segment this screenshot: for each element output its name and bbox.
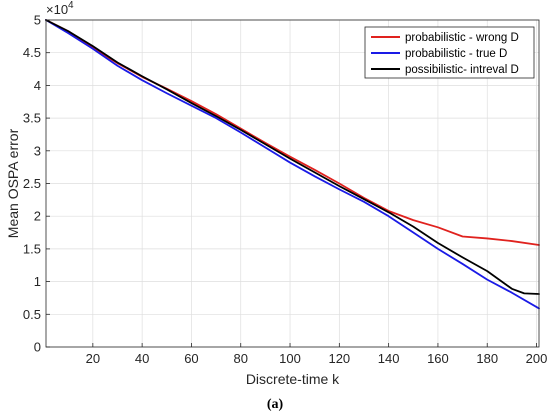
x-axis-label: Discrete-time k — [246, 371, 340, 387]
x-tick-label: 160 — [427, 351, 449, 366]
y-exponent-base: ×10 — [46, 2, 68, 17]
y-ticks: 0 0.5 1 1.5 2 2.5 3 3.5 4 4.5 5 — [23, 13, 50, 355]
y-tick-label: 0 — [34, 340, 41, 355]
y-tick-label: 1 — [34, 274, 41, 289]
series-line-interval-d — [45, 19, 540, 295]
y-tick-label: 4 — [34, 78, 41, 93]
series-layer — [45, 19, 540, 310]
y-tick-label: 4.5 — [23, 45, 41, 60]
figure-caption: (a) — [267, 397, 284, 412]
legend: probabilistic - wrong D probabilistic - … — [364, 26, 535, 79]
x-tick-label: 100 — [279, 351, 301, 366]
x-tick-label: 200 — [526, 351, 548, 366]
x-tick-label: 40 — [135, 351, 149, 366]
y-tick-label: 3 — [34, 143, 41, 158]
y-tick-label: 2 — [34, 209, 41, 224]
legend-entry-interval-d: possibilistic- intreval D — [405, 64, 519, 76]
x-tick-label: 80 — [234, 351, 248, 366]
x-tick-label: 120 — [328, 351, 350, 366]
y-tick-label: 0.5 — [23, 307, 41, 322]
y-tick-label: 3.5 — [23, 111, 41, 126]
x-tick-label: 60 — [184, 351, 198, 366]
legend-entry-wrong-d: probabilistic - wrong D — [405, 32, 519, 44]
legend-entry-true-d: probabilistic - true D — [405, 48, 507, 60]
y-tick-label: 1.5 — [23, 241, 41, 256]
y-tick-label: 2.5 — [23, 176, 41, 191]
x-tick-label: 140 — [378, 351, 400, 366]
x-tick-label: 180 — [476, 351, 498, 366]
x-tick-label: 20 — [86, 351, 100, 366]
y-tick-label: 5 — [34, 13, 41, 28]
y-exponent-power: 4 — [68, 0, 74, 11]
y-axis-label: Mean OSPA error — [5, 128, 21, 238]
series-line-true-d — [45, 19, 540, 310]
x-ticks: 20 40 60 80 100 120 140 160 180 200 — [86, 343, 548, 366]
